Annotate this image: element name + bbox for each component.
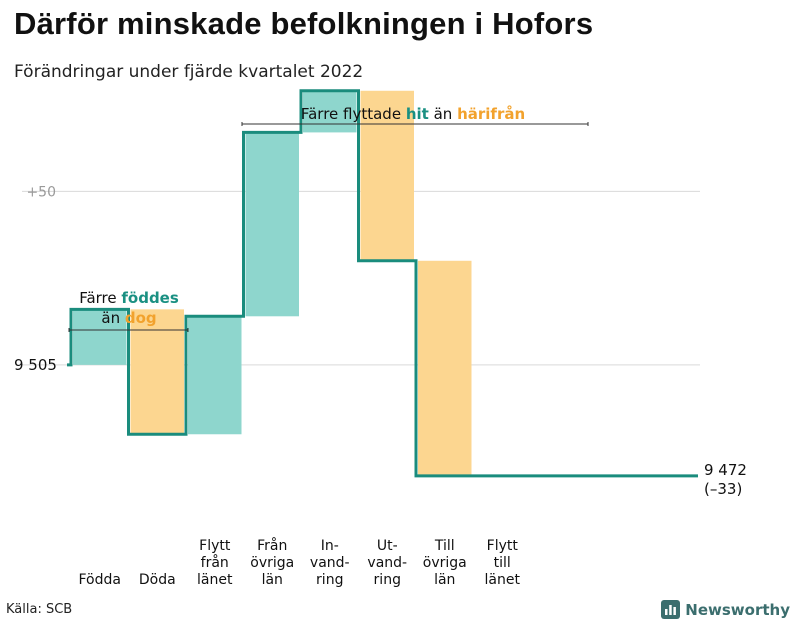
category-label: övriga <box>423 555 467 571</box>
brand-name: Newsworthy <box>685 600 790 619</box>
end-change-label: (–33) <box>704 480 742 498</box>
category-label: vand- <box>367 555 407 571</box>
category-label: län <box>434 572 455 588</box>
annotation-migration-line-part: härifrån <box>457 105 525 123</box>
annotation-births-line1-part: Färre <box>79 289 121 307</box>
annotation-births-line2: än dog <box>101 309 156 327</box>
bar-1 <box>130 309 184 435</box>
category-label: länet <box>197 572 233 588</box>
cumulative-step-line <box>67 89 698 478</box>
category-label: Från <box>257 537 287 554</box>
bar-6 <box>418 260 472 476</box>
category-label: övriga <box>250 555 294 571</box>
category-label: till <box>494 555 511 571</box>
bar-chart-logo-icon <box>661 600 681 619</box>
annotation-migration-line: Färre flyttade hit än härifrån <box>301 105 525 123</box>
category-label: ring <box>374 572 401 588</box>
bar-3 <box>245 132 299 317</box>
category-label: Flytt <box>487 538 519 554</box>
category-label: Flytt <box>199 538 231 554</box>
bar-4 <box>303 90 357 133</box>
category-label: Ut- <box>377 538 398 554</box>
category-label: Födda <box>79 572 121 588</box>
annotation-migration-line-part: Färre flyttade <box>301 105 406 123</box>
category-label: vand- <box>310 555 350 571</box>
category-label: län <box>262 572 283 588</box>
category-label: ring <box>316 572 343 588</box>
brand-logo: Newsworthy <box>661 600 790 619</box>
category-label: Till <box>434 538 455 554</box>
category-label: från <box>201 554 229 571</box>
annotation-births-line2-part: dog <box>125 309 157 327</box>
annotation-migration-line-part: hit <box>406 105 429 123</box>
annotation-births-bracket <box>68 328 189 332</box>
bar-0 <box>73 309 127 365</box>
annotation-births-line1: Färre föddes <box>79 289 179 307</box>
category-label: Döda <box>139 572 176 588</box>
annotation-migration-line-part: än <box>429 105 457 123</box>
category-label: länet <box>485 572 521 588</box>
source-note: Källa: SCB <box>6 602 73 617</box>
chart-title: Därför minskade befolkningen i Hofors <box>14 6 594 41</box>
category-label: In- <box>321 538 339 554</box>
start-value-label: 9 505 <box>14 356 57 374</box>
annotation-migration-bracket <box>241 122 589 126</box>
end-value-label: 9 472 <box>704 461 747 479</box>
annotation-births-line1-part: föddes <box>121 289 178 307</box>
y-tick-label: +50 <box>26 184 56 200</box>
bar-5 <box>360 90 414 261</box>
chart-subtitle: Förändringar under fjärde kvartalet 2022 <box>14 62 364 82</box>
bar-2 <box>188 316 242 435</box>
annotation-births-line2-part: än <box>101 309 124 327</box>
